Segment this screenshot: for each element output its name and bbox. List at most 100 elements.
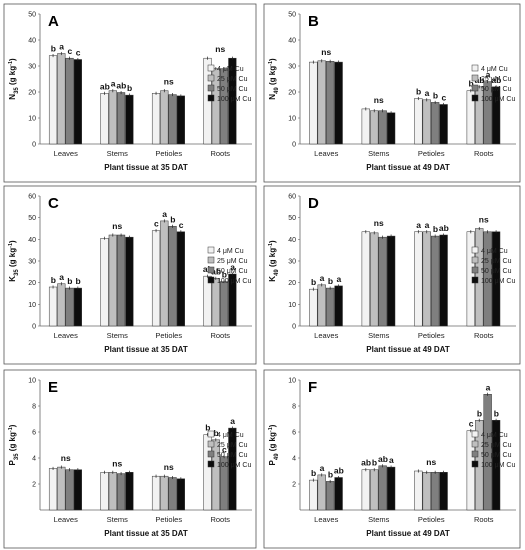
bar: [48, 55, 58, 145]
legend-label: 100 μM Cu: [481, 278, 515, 285]
bar: [125, 472, 134, 511]
x-tick-label: Petioles: [155, 515, 182, 524]
significance-label: a: [162, 209, 167, 219]
chart-panel-b: B N49 (g kg-1) 0 10 20 30 40 50 ns Leaves ns Stems b…: [263, 3, 521, 183]
legend-swatch: [471, 266, 479, 274]
x-tick-label: Roots: [474, 331, 494, 340]
bar: [326, 287, 335, 327]
y-tick-label: 2: [292, 482, 296, 489]
bar: [176, 231, 185, 327]
bar: [431, 102, 440, 145]
significance-label: ns: [374, 218, 384, 228]
panel-letter: F: [308, 379, 317, 396]
significance-label: b: [127, 83, 132, 93]
bar: [117, 92, 126, 145]
legend-label: 4 μM Cu: [217, 432, 244, 439]
significance-label: a: [416, 220, 421, 230]
bar: [317, 474, 326, 511]
x-tick-label: Stems: [107, 149, 129, 158]
bar: [309, 288, 318, 327]
significance-label: ab: [361, 458, 371, 468]
bar: [309, 479, 318, 511]
x-tick-label: Leaves: [314, 149, 338, 158]
x-tick-label: Leaves: [54, 149, 78, 158]
y-tick-label: 0: [32, 324, 36, 331]
legend-swatch: [207, 276, 215, 284]
legend-swatch: [207, 94, 215, 102]
bar: [370, 232, 379, 327]
x-tick-label: Leaves: [54, 515, 78, 524]
x-axis-label: Plant tissue at 49 DAT: [366, 163, 450, 172]
bar: [108, 234, 117, 327]
bar: [108, 90, 117, 145]
bar: [73, 287, 82, 327]
significance-label: a: [486, 382, 491, 392]
legend-label: 4 μM Cu: [217, 66, 244, 73]
legend-swatch: [471, 450, 479, 458]
significance-label: ab: [116, 81, 126, 91]
significance-label: c: [222, 445, 227, 455]
legend-label: 50 μM Cu: [217, 86, 248, 93]
bar: [422, 472, 431, 511]
significance-label: ns: [112, 458, 122, 468]
y-tick-label: 60: [288, 194, 296, 201]
bar: [361, 231, 370, 327]
bar: [176, 478, 185, 511]
y-tick-label: 60: [28, 194, 36, 201]
y-tick-label: 40: [288, 38, 296, 45]
bar: [326, 61, 335, 145]
bar: [100, 238, 109, 327]
legend-label: 100 μM Cu: [481, 96, 515, 103]
legend-label: 25 μM Cu: [217, 76, 248, 83]
x-tick-label: Petioles: [155, 331, 182, 340]
y-tick-label: 30: [288, 259, 296, 266]
significance-label: c: [469, 419, 474, 429]
significance-label: b: [222, 270, 227, 280]
legend-label: 4 μM Cu: [217, 248, 244, 255]
significance-label: b: [416, 87, 421, 97]
significance-label: b: [328, 276, 333, 286]
y-tick-label: 40: [28, 237, 36, 244]
significance-label: b: [67, 276, 72, 286]
x-tick-label: Leaves: [54, 331, 78, 340]
y-axis-label: K35 (g kg-1): [8, 240, 20, 282]
bar: [160, 220, 169, 327]
bar: [309, 61, 318, 145]
x-tick-label: Roots: [474, 149, 494, 158]
bar: [378, 236, 387, 327]
bar: [422, 231, 431, 327]
x-tick-label: Leaves: [314, 515, 338, 524]
significance-label: a: [337, 274, 342, 284]
significance-label: b: [51, 275, 56, 285]
bar: [439, 234, 448, 327]
bar: [317, 60, 326, 145]
bar: [431, 472, 440, 511]
x-tick-label: Petioles: [418, 331, 445, 340]
legend-swatch: [471, 74, 479, 82]
bar: [117, 473, 126, 511]
legend-label: 25 μM Cu: [481, 76, 512, 83]
bar: [386, 235, 396, 327]
bar: [334, 477, 343, 511]
legend-label: 4 μM Cu: [481, 248, 508, 255]
bar: [370, 110, 379, 145]
y-tick-label: 20: [288, 280, 296, 287]
bar: [57, 466, 66, 511]
bar: [361, 469, 370, 511]
bar: [73, 59, 82, 145]
y-tick-label: 20: [28, 280, 36, 287]
significance-label: ab: [439, 223, 449, 233]
x-axis-label: Plant tissue at 35 DAT: [104, 529, 188, 538]
legend-label: 100 μM Cu: [217, 462, 251, 469]
significance-label: b: [51, 44, 56, 54]
significance-label: a: [111, 79, 116, 89]
bar: [57, 283, 66, 327]
legend-swatch: [207, 440, 215, 448]
bar: [317, 284, 326, 327]
bar: [100, 93, 109, 145]
legend-label: 25 μM Cu: [481, 258, 512, 265]
bar: [378, 110, 387, 145]
legend-swatch: [471, 460, 479, 468]
